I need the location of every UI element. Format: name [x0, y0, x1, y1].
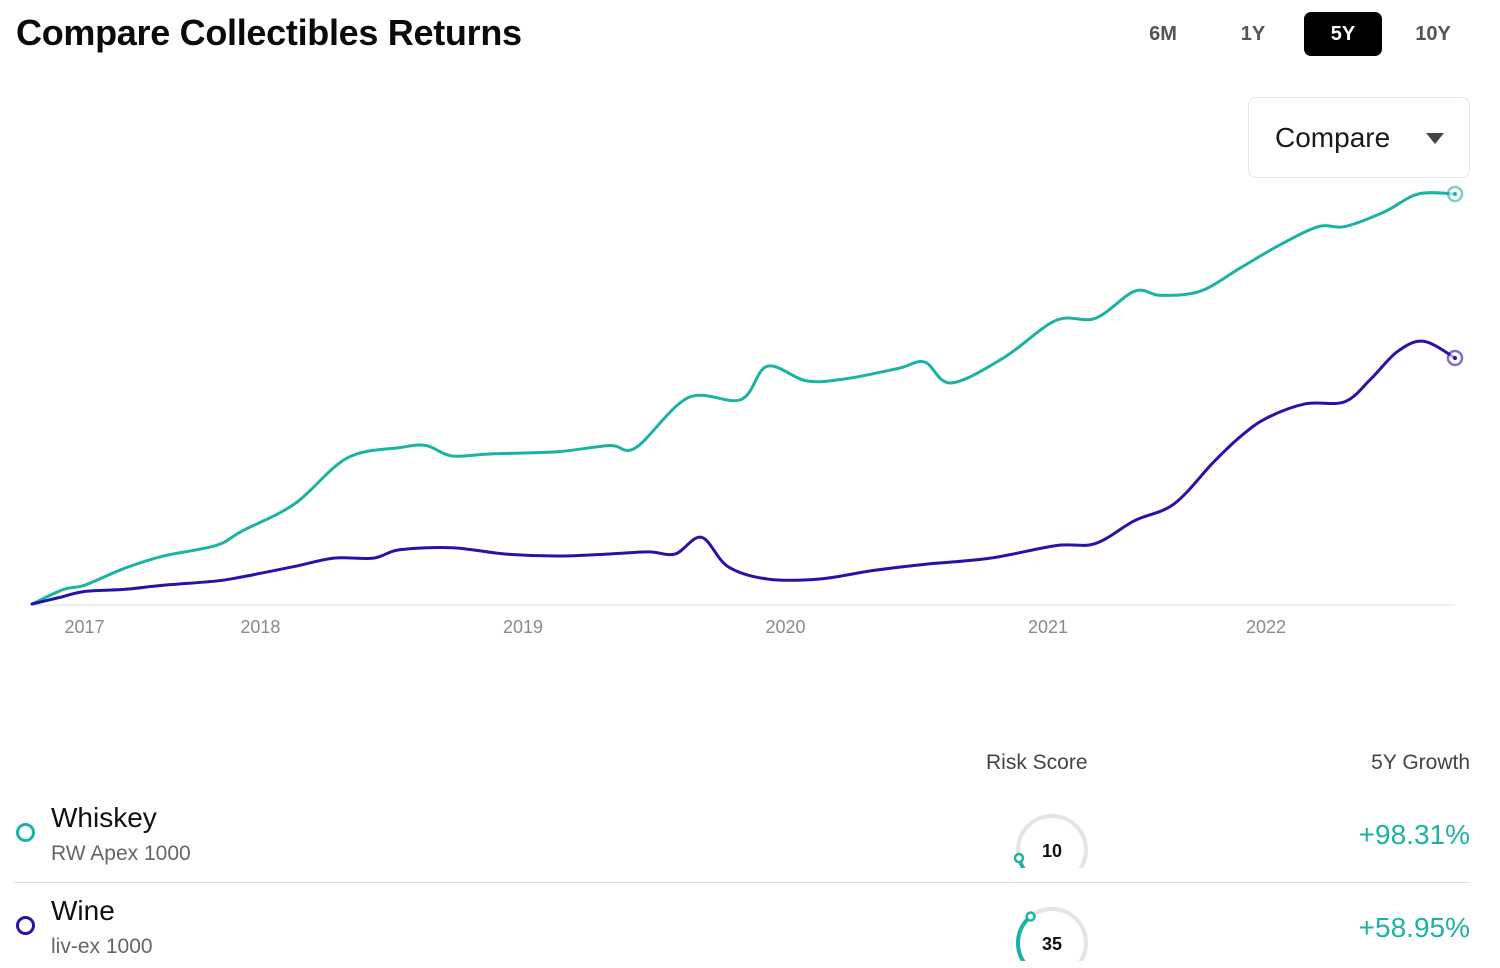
- period-1y-button[interactable]: 1Y: [1240, 22, 1266, 45]
- asset-name: Whiskey: [51, 802, 157, 833]
- risk-score-value: 35: [1042, 934, 1062, 954]
- risk-gauge: 10: [1013, 814, 1088, 868]
- compare-dropdown-label: Compare: [1275, 121, 1391, 153]
- gauge-knob: [1025, 911, 1036, 922]
- gauge-track: [1016, 814, 1088, 868]
- x-tick-label: 2019: [503, 617, 543, 637]
- x-tick-label: 2018: [240, 617, 280, 637]
- growth-header: 5Y Growth: [1371, 751, 1470, 774]
- wine-legend-circle-icon: [16, 916, 35, 935]
- series-line-wine: [30, 339, 1457, 606]
- period-selector: 6M 1Y 5Y 10Y: [1124, 12, 1472, 56]
- list-item-wine[interactable]: Wine liv-ex 1000 35 +58.95%: [14, 883, 1470, 968]
- asset-name: Wine: [51, 895, 115, 926]
- gauge-fill: [1016, 914, 1033, 961]
- series-endpoint-center: [1453, 192, 1457, 196]
- gauge-knob: [1013, 852, 1025, 864]
- asset-index: RW Apex 1000: [51, 842, 191, 865]
- x-tick-label: 2020: [765, 617, 805, 637]
- period-10y-button[interactable]: 10Y: [1415, 22, 1451, 45]
- growth-value: +58.95%: [1358, 912, 1470, 943]
- series-line-whiskey: [30, 191, 1457, 606]
- compare-dropdown[interactable]: Compare: [1248, 97, 1470, 178]
- risk-gauge: 35: [1016, 907, 1088, 961]
- period-6m-button[interactable]: 6M: [1149, 22, 1177, 45]
- list-item-whiskey[interactable]: Whiskey RW Apex 1000 10 +98.31%: [14, 790, 1470, 883]
- risk-score-value: 10: [1042, 841, 1062, 861]
- x-tick-label: 2021: [1028, 617, 1068, 637]
- risk-score-header: Risk Score: [986, 751, 1088, 774]
- whiskey-legend-circle-icon: [16, 823, 35, 842]
- asset-index: liv-ex 1000: [51, 935, 153, 958]
- page-title: Compare Collectibles Returns: [16, 12, 522, 53]
- chevron-down-icon: [1426, 133, 1444, 144]
- series-endpoint-center: [1453, 355, 1457, 360]
- growth-value: +98.31%: [1358, 819, 1470, 850]
- period-5y-button[interactable]: 5Y: [1304, 12, 1382, 56]
- returns-line-chart: 2017 2018 2019 2020 2021 2022: [30, 185, 1464, 637]
- x-tick-label: 2022: [1246, 617, 1286, 637]
- x-tick-label: 2017: [64, 617, 104, 637]
